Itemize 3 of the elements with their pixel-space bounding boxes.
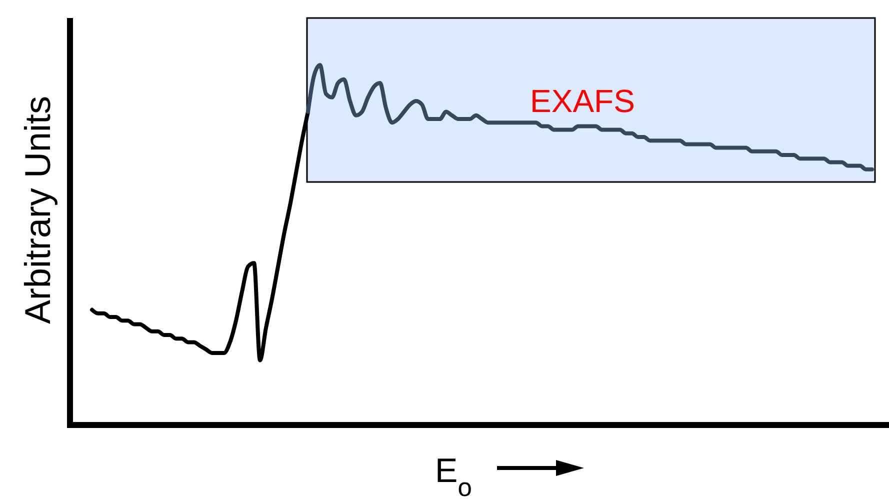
x-axis-title: E$_{o}$ [435, 452, 472, 499]
y-axis-title: Arbitrary Units [17, 96, 58, 324]
annotation: EXAFS [530, 83, 635, 119]
